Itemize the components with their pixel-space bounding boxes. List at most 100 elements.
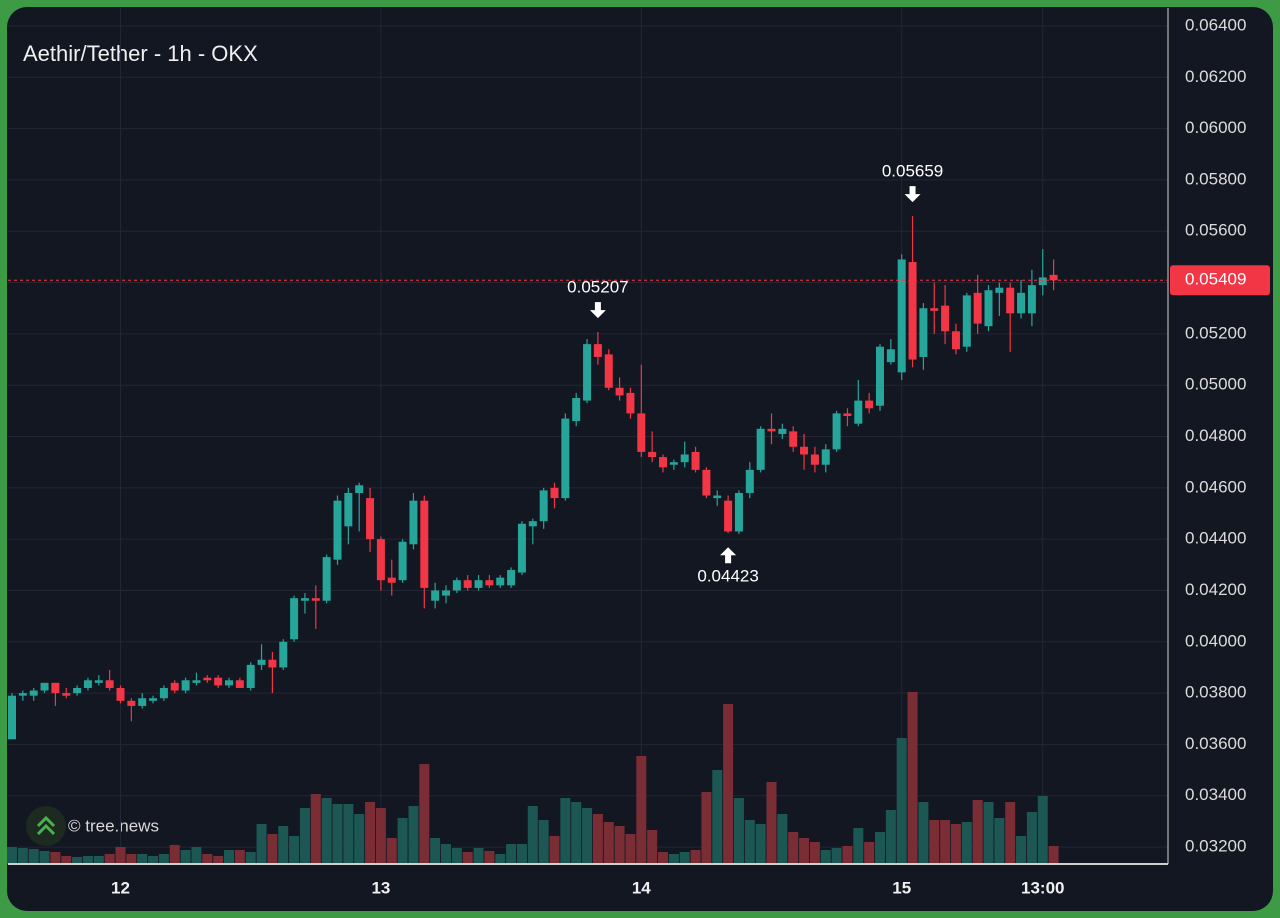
- volume-bar: [875, 832, 885, 864]
- volume-bar: [430, 838, 441, 864]
- candle-body: [669, 462, 678, 465]
- volume-bar: [202, 854, 213, 864]
- volume-bar: [397, 818, 408, 864]
- candle-body: [517, 523, 526, 573]
- candle-body: [311, 598, 320, 601]
- candle-body: [387, 577, 396, 583]
- candle-body: [376, 539, 385, 581]
- volume-bar: [484, 851, 495, 864]
- candle-body: [496, 577, 505, 586]
- volume-bar: [321, 798, 332, 864]
- candle-body: [463, 580, 472, 588]
- candle-body: [930, 308, 939, 311]
- candle-body: [29, 690, 38, 696]
- last-price-box: [1170, 265, 1270, 296]
- y-tick-label: 0.03600: [1185, 734, 1246, 753]
- volume-bar: [289, 836, 300, 864]
- volume-bar: [701, 792, 712, 864]
- volume-bar: [82, 856, 93, 864]
- candle-body: [615, 387, 624, 396]
- candle-body: [18, 693, 27, 696]
- candle-body: [94, 680, 103, 683]
- volume-bar: [158, 854, 169, 864]
- candle-body: [116, 687, 125, 701]
- candle-body: [941, 305, 950, 332]
- candle-body: [843, 413, 852, 416]
- volume-bar: [712, 770, 723, 864]
- volume-bar: [603, 822, 614, 864]
- volume-bar: [299, 808, 310, 864]
- candle-body: [821, 449, 830, 465]
- candle-body: [561, 418, 570, 499]
- volume-bar: [343, 804, 354, 864]
- volume-bar: [853, 828, 864, 864]
- volume-bar: [408, 806, 419, 864]
- volume-bar: [39, 851, 50, 864]
- volume-bar: [148, 856, 159, 864]
- candle-body: [995, 287, 1004, 293]
- candle-body: [962, 295, 971, 347]
- volume-bar: [104, 854, 115, 864]
- x-tick-label: 15: [892, 878, 911, 897]
- volume-bar: [180, 850, 191, 864]
- volume-bar: [983, 802, 994, 864]
- volume-bar: [50, 852, 61, 864]
- volume-bar: [723, 704, 734, 864]
- watermark-text: © tree.news: [68, 816, 159, 835]
- volume-bar: [647, 830, 658, 864]
- volume-bar: [733, 798, 744, 864]
- candle-body: [159, 687, 168, 699]
- y-tick-label: 0.05200: [1185, 323, 1246, 342]
- candle-body: [973, 292, 982, 324]
- candle-body: [865, 400, 874, 409]
- volume-bar: [169, 845, 180, 864]
- y-tick-label: 0.04200: [1185, 580, 1246, 599]
- volume-bar: [1048, 846, 1059, 864]
- x-tick-label: 13: [371, 878, 390, 897]
- candle-body: [528, 521, 537, 527]
- volume-bar: [592, 814, 603, 864]
- volume-bar: [1037, 796, 1048, 864]
- annotation-arrow: [904, 186, 921, 203]
- candle-body: [279, 641, 288, 668]
- candle-body: [908, 262, 917, 360]
- volume-bar: [527, 806, 538, 864]
- grid: [8, 8, 1168, 864]
- candle-body: [192, 680, 201, 683]
- volume-bar: [820, 850, 831, 864]
- y-tick-label: 0.06200: [1185, 67, 1246, 86]
- annotation-arrow: [720, 547, 737, 564]
- volume-bar: [560, 798, 571, 864]
- x-tick-label: 13:00: [1021, 878, 1064, 897]
- volume-bar: [1026, 812, 1037, 864]
- volume-bar: [636, 756, 647, 864]
- candle-body: [40, 682, 49, 691]
- last-price-label: 0.05409: [1185, 270, 1246, 289]
- volume-bar: [473, 848, 484, 864]
- volume-bar: [950, 824, 961, 864]
- candle-body: [322, 557, 331, 601]
- candle-body: [344, 492, 353, 527]
- volume-bar: [451, 848, 462, 864]
- candle-body: [713, 495, 722, 499]
- y-tick-label: 0.05800: [1185, 169, 1246, 188]
- candle-body: [431, 590, 440, 601]
- candle-body: [604, 354, 613, 388]
- volume-bar: [256, 824, 267, 864]
- candle-body: [409, 500, 418, 545]
- volume-bar: [310, 794, 321, 864]
- y-tick-label: 0.04400: [1185, 529, 1246, 548]
- volume-bar: [766, 782, 777, 864]
- candle-body: [984, 290, 993, 327]
- volume-bars: [7, 692, 1059, 864]
- candle-body: [366, 498, 375, 540]
- volume-bar: [668, 854, 679, 864]
- volume-bar: [61, 856, 72, 864]
- candle-body: [225, 680, 233, 686]
- y-tick-label: 0.05600: [1185, 221, 1246, 240]
- candle-body: [333, 500, 342, 560]
- volume-bar: [690, 850, 701, 864]
- volume-bar: [17, 848, 28, 864]
- candle-body: [507, 569, 516, 586]
